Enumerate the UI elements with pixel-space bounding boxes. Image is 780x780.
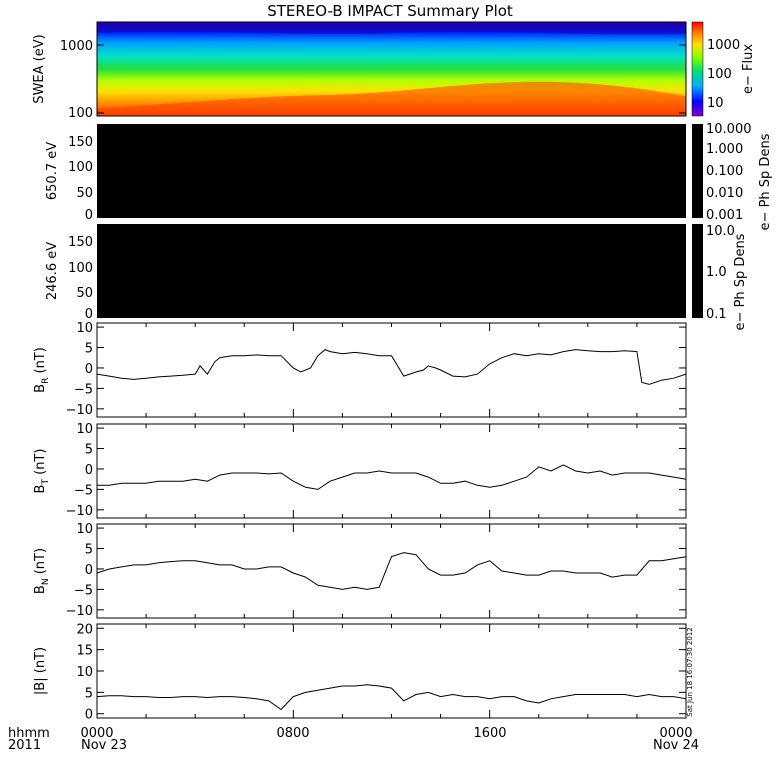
plot-title: STEREO-B IMPACT Summary Plot [267, 2, 513, 20]
pad650-cbar-tick-0: 10.000 [706, 122, 752, 137]
bt-panel: 10 5 0 −5 −10 BT (nT) [33, 422, 687, 519]
swea-frame [96, 21, 687, 117]
bmag-ytick-label-1: 15 [76, 644, 93, 659]
br-ytick-label-4: −10 [66, 403, 93, 418]
pad246-ytick-150: 150 [68, 235, 93, 250]
time-axis: hhmm 2011 0000 0800 1600 0000 Nov 23 Nov… [8, 726, 699, 753]
pad246-heatmap [97, 224, 686, 318]
bt-ylabel-unit: (nT) [33, 449, 48, 479]
br-ytick-label-0: 10 [76, 321, 93, 336]
br-ylabel-main: B [33, 384, 48, 393]
pad650-ytick-100: 100 [68, 160, 93, 175]
swea-cbar-tick-10: 10 [707, 96, 724, 111]
bn-series-line [96, 552, 687, 590]
bn-panel: 5 0 −5 −10 10 BN (nT) [33, 522, 687, 619]
br-ytick-label-1: 5 [85, 342, 93, 357]
swea-cbar-tick-1000: 1000 [707, 38, 740, 53]
bn-ylabel-unit: (nT) [33, 548, 48, 578]
pad650-ytick-50: 50 [76, 186, 93, 201]
bt-ytick-label-3: −5 [74, 483, 93, 498]
bn-ylabel-main: B [33, 585, 48, 594]
bt-ytick-label-0: 10 [76, 422, 93, 437]
bmag-ylabel: |B| (nT) [33, 647, 48, 695]
bn-ytick-label-1: 0 [85, 563, 93, 578]
bn-ytick-label-2: −5 [74, 583, 93, 598]
bn-ytick-label-3: −10 [66, 604, 93, 619]
pad650-colorbar [692, 124, 703, 218]
pad650-ylabel: 650.7 eV [45, 142, 60, 200]
pad650-cbar-tick-2: 0.100 [706, 164, 743, 179]
bmag-ytick-label-0: 20 [76, 622, 93, 637]
bt-ylabel-sub: T [41, 479, 51, 486]
swea-cbar-label: e− Flux [741, 44, 756, 94]
time-tick-0000-end: 0000 [659, 726, 692, 741]
br-ylabel: BR (nT) [33, 347, 51, 393]
swea-ytick-100: 100 [68, 106, 93, 121]
bt-ylabel-main: B [33, 485, 48, 494]
br-ylabel-unit: (nT) [33, 347, 48, 377]
time-axis-row1-label: hhmm [8, 726, 50, 741]
bmag-ylabel-main: |B| [33, 677, 48, 695]
time-date-start: Nov 23 [81, 738, 127, 753]
timestamp-stamp: Sat Jun 18 16:07:30 2012 [686, 627, 694, 716]
swea-panel: SWEA (eV) 1000 100 1000 100 10 e− Flux [32, 21, 756, 121]
bt-ytick-label-1: 5 [85, 443, 93, 458]
pad650-ytick-150: 150 [68, 135, 93, 150]
bt-ytick-label-4: −10 [66, 504, 93, 519]
pad650-cbar-tick-1: 1.000 [706, 142, 743, 157]
br-ytick-label-3: −5 [74, 382, 93, 397]
time-tick-0000-start: 0000 [80, 726, 113, 741]
time-date-end: Nov 24 [653, 738, 699, 753]
bn-ytick-label-4: 10 [76, 522, 93, 537]
swea-high-energy-dark-band [97, 22, 686, 35]
pad650-cbar-tick-3: 0.010 [706, 186, 743, 201]
bmag-panel: 20 15 10 5 0 |B| (nT) Sat Jun 18 16:07:30 20… [33, 622, 694, 722]
bn-frame [96, 523, 687, 619]
swea-ylabel: SWEA (eV) [32, 34, 47, 103]
pad246-ylabel: 246.6 eV [45, 242, 60, 300]
pad246-ytick-100: 100 [68, 261, 93, 276]
pad650-ytick-0: 0 [85, 208, 93, 223]
pad246-cbar-label: e− Ph Sp Dens [733, 233, 748, 330]
pad246-cbar-tick-0: 10.0 [706, 224, 735, 239]
pad246-ytick-50: 50 [76, 286, 93, 301]
pad246-ytick-0: 0 [85, 307, 93, 322]
swea-ytick-1000: 1000 [60, 39, 93, 54]
time-tick-1600: 1600 [473, 726, 506, 741]
pad650-heatmap [97, 124, 686, 218]
bn-ylabel-sub: N [41, 578, 51, 585]
bmag-ytick-label-3: 5 [85, 686, 93, 701]
swea-cbar-tick-100: 100 [707, 67, 732, 82]
pad650-cbar-label: e− Ph Sp Dens [758, 133, 773, 230]
pad650-panel: 650.7 eV 150 100 50 0 10.000 1.000 0.100… [45, 122, 773, 230]
br-series-line [96, 349, 687, 385]
bt-ylabel: BT (nT) [33, 449, 51, 494]
pad246-cbar-tick-2: 0.1 [706, 307, 727, 322]
bmag-ytick-label-4: 0 [85, 708, 93, 723]
bt-series-line [97, 464, 687, 490]
pad246-panel: 246.6 eV 150 100 50 0 10.0 1.0 0.1 e− Ph… [45, 224, 748, 330]
pad246-cbar-tick-1: 1.0 [706, 265, 727, 280]
br-ylabel-sub: R [41, 378, 51, 384]
swea-low-energy-red-band [97, 81, 686, 116]
bn-ylabel: BN (nT) [33, 548, 51, 594]
bn-ytick-label-0: 5 [85, 543, 93, 558]
br-panel: 10 5 0 −5 −10 BR (nT) [33, 321, 687, 418]
bt-ytick-label-2: 0 [85, 463, 93, 478]
swea-colorbar [691, 21, 704, 117]
bmag-series-line [96, 684, 687, 711]
pad246-colorbar [692, 224, 703, 318]
bmag-ytick-label-2: 10 [76, 665, 93, 680]
bmag-ylabel-unit: (nT) [33, 647, 48, 677]
time-axis-row2-label: 2011 [8, 738, 41, 753]
swea-ticks [97, 44, 686, 114]
br-frame [96, 322, 687, 418]
pad650-cbar-tick-4: 0.001 [706, 208, 743, 223]
bmag-frame [96, 623, 687, 719]
br-ytick-label-2: 0 [85, 362, 93, 377]
time-tick-0800: 0800 [276, 726, 309, 741]
